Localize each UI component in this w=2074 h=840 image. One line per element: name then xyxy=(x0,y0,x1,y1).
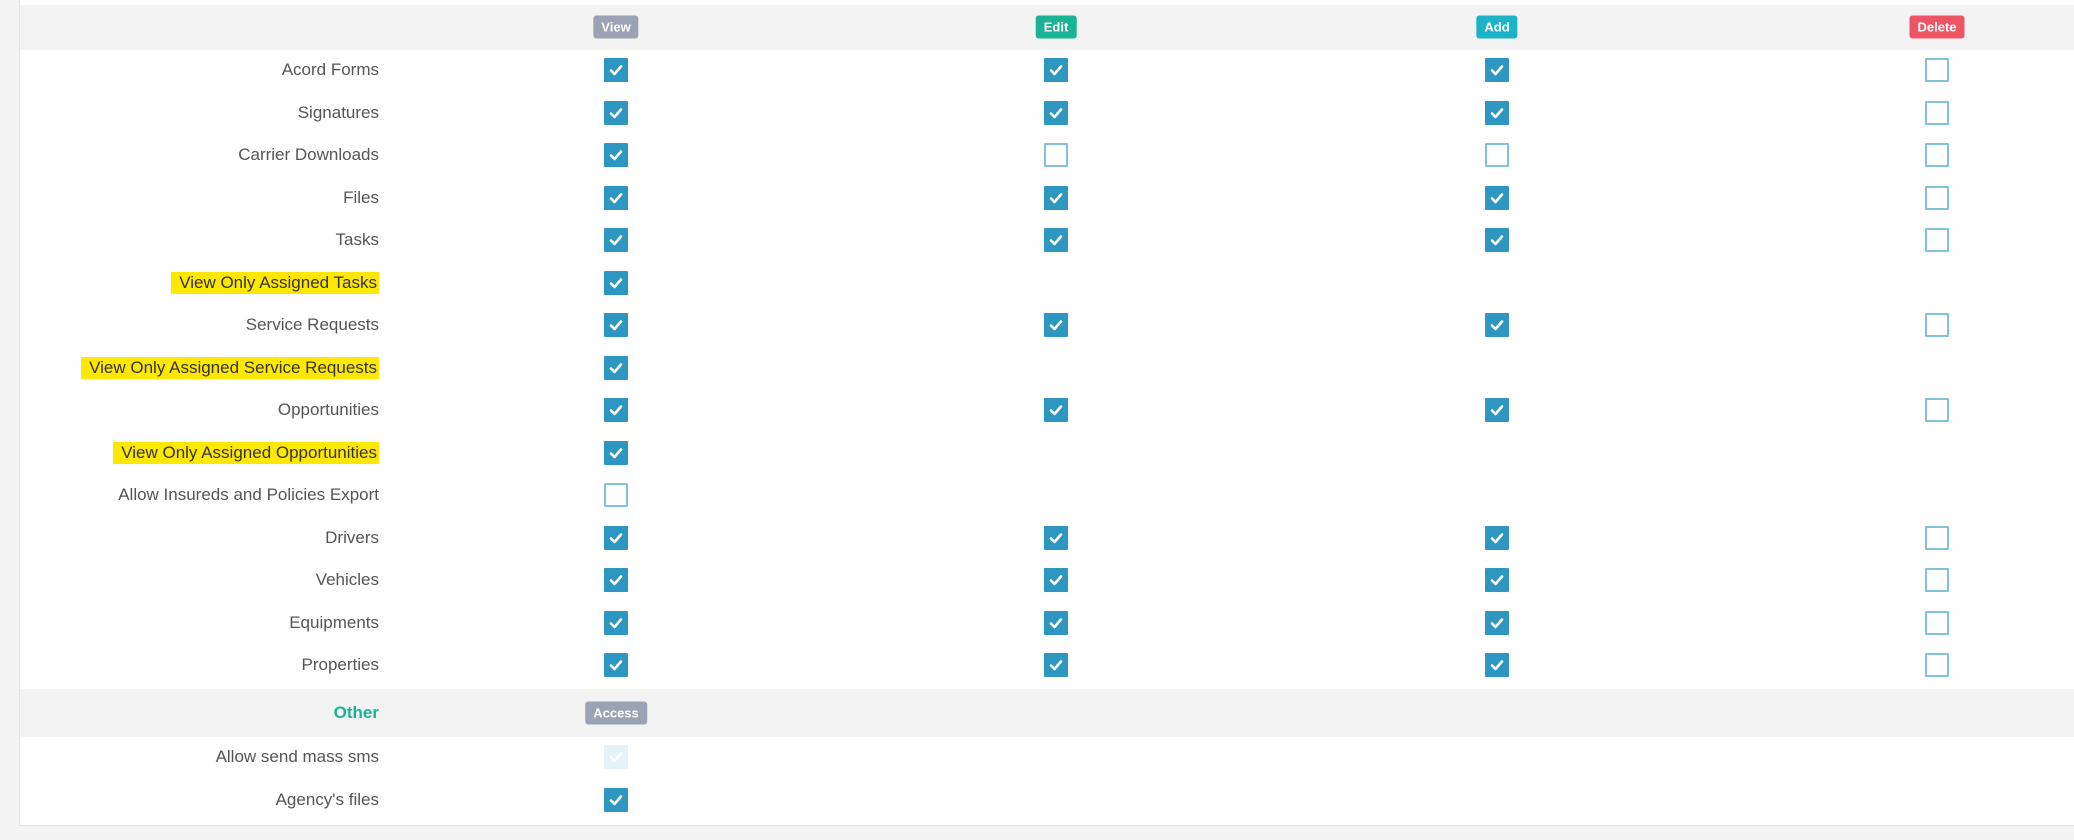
add-checkbox[interactable] xyxy=(1485,185,1509,210)
delete-checkbox[interactable] xyxy=(1925,100,1949,125)
add-checkbox[interactable] xyxy=(1485,568,1509,592)
delete-checkbox[interactable] xyxy=(1925,58,1949,82)
view-checkbox[interactable] xyxy=(604,610,628,635)
edit-checkbox[interactable] xyxy=(1044,610,1068,635)
view-checkbox[interactable] xyxy=(604,58,628,82)
view-checkbox[interactable] xyxy=(604,483,628,507)
row-label-opportunities: Opportunities xyxy=(277,400,379,419)
column-header-access: Access xyxy=(585,701,647,725)
edit-checkbox[interactable] xyxy=(1044,58,1068,82)
view-checkbox[interactable] xyxy=(604,525,628,550)
row-label-files: Files xyxy=(343,187,379,207)
row-label-acord-forms: Acord Forms xyxy=(281,60,379,79)
row-label-allow-insureds-and-policies-export: Allow Insureds and Policies Export xyxy=(118,485,379,504)
column-header-add: Add xyxy=(1476,15,1518,39)
row-label-view-only-assigned-tasks: View Only Assigned Tasks xyxy=(171,271,379,294)
delete-checkbox[interactable] xyxy=(1925,228,1949,252)
view-checkbox[interactable] xyxy=(604,355,628,380)
delete-checkbox[interactable] xyxy=(1925,185,1949,210)
view-checkbox[interactable] xyxy=(604,653,628,677)
row-label-equipments: Equipments xyxy=(289,612,379,632)
other-section-header xyxy=(20,689,2074,737)
edit-checkbox[interactable] xyxy=(1044,143,1068,167)
column-header-delete: Delete xyxy=(1909,15,1965,39)
delete-checkbox[interactable] xyxy=(1925,610,1949,635)
view-checkbox[interactable] xyxy=(604,100,628,125)
row-label-tasks: Tasks xyxy=(335,230,379,249)
add-checkbox[interactable] xyxy=(1485,653,1509,677)
view-checkbox[interactable] xyxy=(604,440,628,465)
delete-checkbox[interactable] xyxy=(1925,653,1949,677)
row-label-view-only-assigned-opportunities: View Only Assigned Opportunities xyxy=(113,441,379,464)
add-checkbox[interactable] xyxy=(1485,610,1509,635)
row-label-drivers: Drivers xyxy=(325,527,379,547)
edit-checkbox[interactable] xyxy=(1044,398,1068,422)
delete-checkbox[interactable] xyxy=(1925,143,1949,167)
delete-checkbox[interactable] xyxy=(1925,568,1949,592)
edit-checkbox[interactable] xyxy=(1044,313,1068,337)
row-label-view-only-assigned-service-requests: View Only Assigned Service Requests xyxy=(81,356,379,379)
delete-checkbox[interactable] xyxy=(1925,313,1949,337)
add-checkbox[interactable] xyxy=(1485,228,1509,252)
edit-checkbox[interactable] xyxy=(1044,185,1068,210)
row-label-properties: Properties xyxy=(301,655,379,674)
edit-checkbox[interactable] xyxy=(1044,568,1068,592)
row-label-vehicles: Vehicles xyxy=(315,570,379,589)
view-checkbox[interactable] xyxy=(604,228,628,252)
row-label-agency-s-files: Agency's files xyxy=(275,790,379,809)
row-label-carrier-downloads: Carrier Downloads xyxy=(238,145,379,164)
view-checkbox[interactable] xyxy=(604,398,628,422)
view-checkbox[interactable] xyxy=(604,568,628,592)
delete-checkbox[interactable] xyxy=(1925,398,1949,422)
view-checkbox[interactable] xyxy=(604,185,628,210)
add-checkbox[interactable] xyxy=(1485,398,1509,422)
view-checkbox[interactable] xyxy=(604,270,628,295)
add-checkbox[interactable] xyxy=(1485,143,1509,167)
edit-checkbox[interactable] xyxy=(1044,228,1068,252)
section-label-other: Other xyxy=(333,703,379,722)
add-checkbox[interactable] xyxy=(1485,525,1509,550)
row-label-allow-send-mass-sms: Allow send mass sms xyxy=(215,747,379,766)
row-label-service-requests: Service Requests xyxy=(245,315,379,334)
add-checkbox[interactable] xyxy=(1485,313,1509,337)
add-checkbox[interactable] xyxy=(1485,100,1509,125)
view-checkbox[interactable] xyxy=(604,313,628,337)
edit-checkbox[interactable] xyxy=(1044,653,1068,677)
delete-checkbox[interactable] xyxy=(1925,525,1949,550)
view-checkbox[interactable] xyxy=(604,143,628,167)
edit-checkbox[interactable] xyxy=(1044,525,1068,550)
edit-checkbox[interactable] xyxy=(1044,100,1068,125)
access-checkbox xyxy=(604,745,628,769)
column-header-edit: Edit xyxy=(1035,15,1077,39)
row-label-signatures: Signatures xyxy=(297,102,379,122)
add-checkbox[interactable] xyxy=(1485,58,1509,82)
access-checkbox[interactable] xyxy=(604,788,628,812)
column-header-view: View xyxy=(593,15,639,39)
